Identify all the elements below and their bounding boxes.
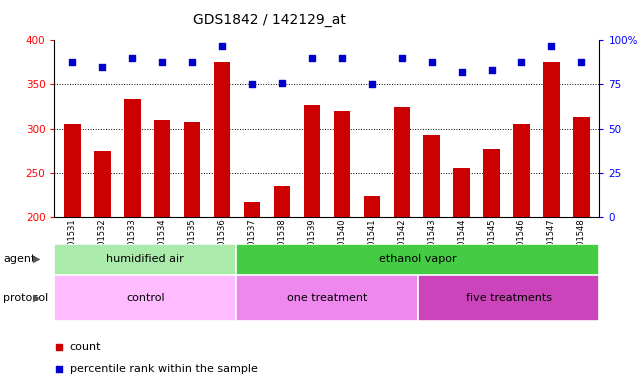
Point — [127, 55, 137, 61]
Bar — [94, 151, 111, 217]
Text: count: count — [70, 342, 101, 352]
Text: agent: agent — [3, 254, 36, 264]
Point — [517, 58, 527, 65]
Bar — [64, 124, 81, 217]
Point — [487, 67, 497, 73]
Point — [157, 58, 167, 65]
Bar — [453, 169, 470, 217]
Point — [307, 55, 317, 61]
Bar — [424, 135, 440, 217]
Text: percentile rank within the sample: percentile rank within the sample — [70, 364, 258, 374]
Bar — [54, 244, 236, 275]
Bar — [394, 107, 410, 217]
Bar — [154, 120, 171, 217]
Bar — [54, 275, 236, 321]
Point — [546, 43, 556, 49]
Bar — [483, 149, 500, 217]
Text: ethanol vapor: ethanol vapor — [379, 254, 456, 264]
Bar — [184, 122, 201, 217]
Point — [67, 58, 78, 65]
Point — [277, 79, 287, 86]
Point — [337, 55, 347, 61]
Point — [187, 58, 197, 65]
Bar — [418, 275, 599, 321]
Text: ▶: ▶ — [33, 293, 41, 303]
Bar — [304, 105, 320, 217]
Text: control: control — [126, 293, 165, 303]
Text: humidified air: humidified air — [106, 254, 184, 264]
Point — [54, 366, 64, 372]
Point — [456, 69, 467, 75]
Bar — [573, 117, 590, 217]
Text: GDS1842 / 142129_at: GDS1842 / 142129_at — [193, 13, 345, 27]
Point — [576, 58, 587, 65]
Text: five treatments: five treatments — [465, 293, 551, 303]
Text: protocol: protocol — [3, 293, 49, 303]
Point — [397, 55, 407, 61]
Point — [97, 64, 108, 70]
Bar — [236, 275, 418, 321]
Point — [217, 43, 228, 49]
Bar — [274, 186, 290, 217]
Bar — [543, 62, 560, 217]
Point — [367, 81, 377, 88]
Point — [426, 58, 437, 65]
Text: ▶: ▶ — [33, 254, 41, 264]
Bar — [363, 196, 380, 217]
Text: one treatment: one treatment — [287, 293, 367, 303]
Point — [54, 344, 64, 350]
Bar — [334, 111, 350, 217]
Bar — [236, 244, 599, 275]
Point — [247, 81, 257, 88]
Bar — [244, 202, 260, 217]
Bar — [124, 99, 140, 217]
Bar — [214, 62, 230, 217]
Bar — [513, 124, 529, 217]
